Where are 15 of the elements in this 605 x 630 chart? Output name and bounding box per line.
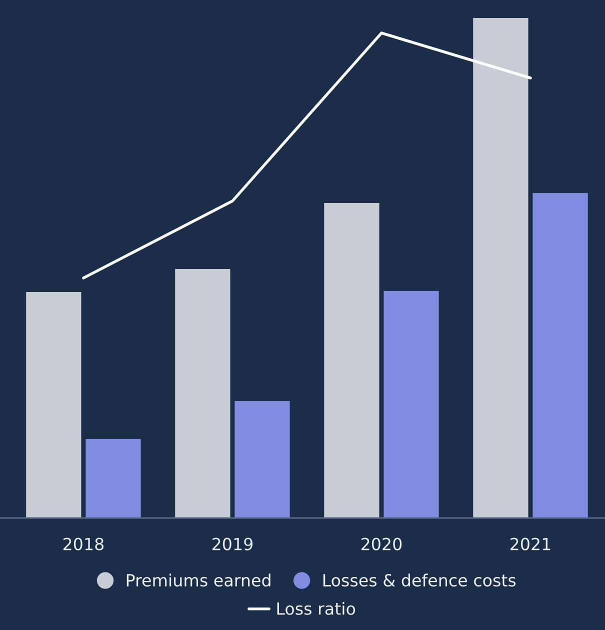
bar xyxy=(324,203,380,518)
legend-label: Losses & defence costs xyxy=(323,574,516,587)
x-tick-label: 2019 xyxy=(212,538,252,550)
bar xyxy=(384,291,439,518)
bar xyxy=(26,292,82,518)
bar xyxy=(175,269,230,518)
bar xyxy=(473,18,528,518)
bar xyxy=(234,401,290,518)
x-tick-label: 2018 xyxy=(63,538,104,550)
legend-label: Premiums earned xyxy=(126,574,270,587)
x-tick-label: 2021 xyxy=(510,538,550,550)
bar xyxy=(86,439,141,518)
legend-label: Loss ratio xyxy=(277,602,356,615)
bar xyxy=(532,193,588,518)
x-tick-label: 2020 xyxy=(361,538,402,550)
